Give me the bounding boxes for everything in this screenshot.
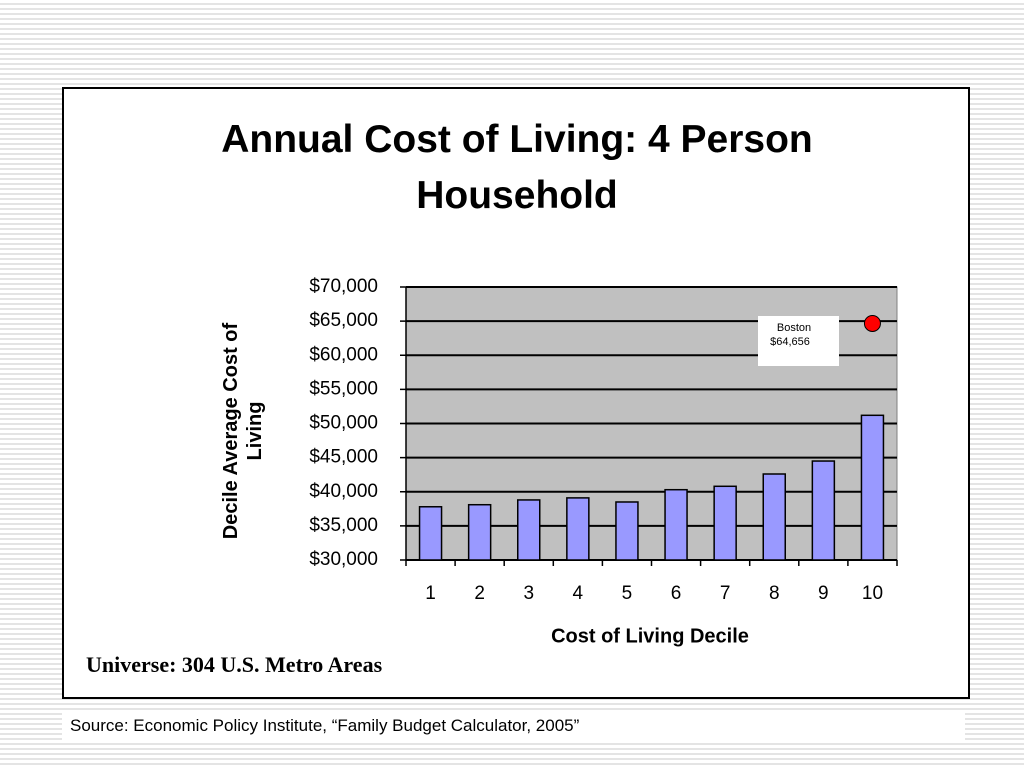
y-tick-label: $50,000	[309, 413, 378, 434]
highlight-point	[863, 314, 881, 332]
x-tick-label: 8	[769, 583, 780, 604]
x-tick-label: 3	[523, 583, 534, 604]
x-axis-label: Cost of Living Decile	[551, 625, 749, 647]
bar	[762, 473, 786, 561]
x-tick-label: 10	[862, 583, 883, 604]
source-box: Source: Economic Policy Institute, “Fami…	[62, 711, 965, 741]
annotation-box	[758, 316, 839, 366]
bar	[517, 499, 541, 561]
bar	[860, 414, 885, 561]
x-tick-label: 6	[671, 583, 682, 604]
y-tick-label: $60,000	[309, 344, 378, 365]
y-tick-label: $65,000	[309, 310, 378, 331]
y-tick-label: $45,000	[309, 447, 378, 468]
bar	[566, 497, 590, 561]
chart-title: Annual Cost of Living: 4 Person Househol…	[221, 118, 813, 217]
bar	[664, 488, 688, 561]
x-tick-label: 4	[573, 583, 584, 604]
y-tick-label: $70,000	[309, 276, 378, 297]
x-tick-label: 1	[425, 583, 436, 604]
source-text: Source: Economic Policy Institute, “Fami…	[70, 716, 580, 735]
bar	[418, 506, 443, 561]
bar	[615, 501, 639, 561]
x-tick-label: 7	[720, 583, 731, 604]
annotation-value: $64,656	[770, 336, 810, 348]
x-tick-label: 5	[622, 583, 633, 604]
bar	[713, 485, 737, 561]
x-tick-label: 2	[474, 583, 485, 604]
annotation-name: Boston	[777, 322, 811, 334]
y-tick-label: $40,000	[309, 481, 378, 502]
y-tick-label: $30,000	[309, 549, 378, 570]
bar	[467, 503, 492, 561]
x-tick-label: 9	[818, 583, 829, 604]
y-tick-label: $35,000	[309, 515, 378, 536]
bar	[811, 460, 836, 561]
note: Universe: 304 U.S. Metro Areas	[86, 652, 383, 677]
y-tick-label: $55,000	[309, 378, 378, 399]
